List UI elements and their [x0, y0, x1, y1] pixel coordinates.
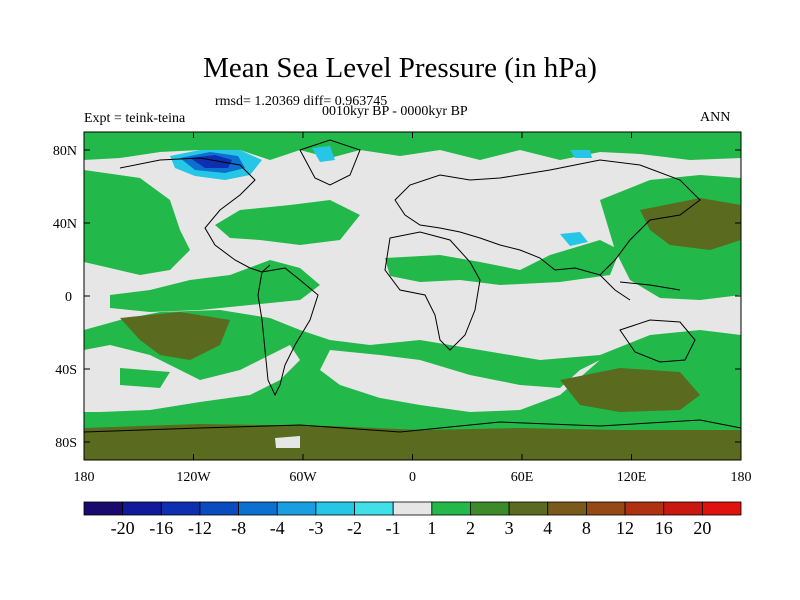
colorbar-label: 4	[543, 518, 553, 538]
lon-tick-label: 60W	[289, 470, 317, 485]
colorbar-label: -1	[385, 518, 401, 538]
colorbar-label: -8	[231, 518, 247, 538]
greenland-coast	[299, 139, 361, 186]
lon-tick-label: 180	[731, 470, 752, 485]
lon-tick-label: 180	[74, 470, 95, 485]
lon-tick-label: 120E	[617, 470, 647, 485]
colorbar-box	[663, 501, 703, 516]
colorbar-box	[122, 501, 162, 516]
satlantic-neutral	[320, 350, 600, 412]
maritime-continent-coast	[599, 274, 681, 301]
africa-coast	[384, 231, 481, 351]
lat-tick-label: 80N	[53, 144, 77, 159]
lat-tick-label: 80S	[55, 436, 77, 451]
north-america-coast	[119, 157, 271, 273]
colorbar-box	[354, 501, 394, 516]
spacific-neutral	[84, 345, 300, 412]
colorbar-label: 16	[654, 518, 673, 538]
chart-title: Mean Sea Level Pressure (in hPa)	[203, 52, 597, 84]
colorbar-box	[431, 501, 471, 516]
npacific-olive	[640, 198, 741, 250]
colorbar-label: -16	[149, 518, 174, 538]
colorbar-box	[276, 501, 317, 516]
tropical-green	[110, 260, 320, 312]
antarctica-coast	[84, 419, 741, 433]
natlantic-green	[215, 200, 360, 245]
colorbar-box	[83, 501, 124, 516]
eurasia-coast	[394, 159, 701, 276]
colorbar-box	[701, 501, 742, 516]
experiment-label: Expt = teink-teina	[84, 111, 186, 126]
lat-axis: 80N 40N 0 40S 80S	[53, 144, 741, 451]
greenland-cyan	[312, 146, 335, 162]
afro-asia-green	[385, 240, 620, 285]
colorbar-box	[586, 501, 626, 516]
lat-tick-label: 40S	[55, 363, 77, 378]
colorbar-box	[547, 501, 587, 516]
rmsd-diff-label: rmsd= 1.20369 diff= 0.963745	[215, 94, 388, 109]
colorbar-box	[238, 501, 278, 516]
lat-tick-label: 0	[65, 290, 72, 305]
coastlines	[84, 139, 741, 433]
colorbar-box	[160, 501, 201, 516]
colorbar-label: -4	[269, 518, 285, 538]
npacific-west-green	[84, 170, 190, 275]
colorbar-box	[392, 501, 433, 516]
antarctic-olive	[84, 424, 741, 460]
season-label: ANN	[700, 110, 731, 125]
australia-coast	[619, 319, 696, 363]
lat-tick-label: 40N	[53, 217, 77, 232]
sindian-olive	[560, 368, 700, 412]
colorbar-label: -12	[187, 518, 212, 538]
south-america-coast	[257, 267, 319, 397]
tibet-cyan	[560, 232, 588, 246]
colorbar-label: 2	[465, 518, 475, 538]
colorbar-label: -20	[110, 518, 135, 538]
colorbar-box	[199, 501, 239, 516]
colorbar-box	[315, 501, 355, 516]
lon-axis: 180 120W 60W 0 60E 120E 180	[74, 132, 752, 485]
colorbar-label: 3	[504, 518, 514, 538]
colorbar-label: -3	[308, 518, 324, 538]
lon-tick-label: 60E	[511, 470, 534, 485]
spacific-olive	[120, 312, 230, 360]
colorbar-box	[624, 501, 665, 516]
lon-tick-label: 0	[409, 470, 416, 485]
colorbar-label: 1	[427, 518, 437, 538]
antarctic-neutral-spot	[275, 436, 300, 448]
colorbar	[83, 501, 742, 516]
period-label: 0010kyr BP - 0000kyr BP	[322, 104, 468, 119]
colorbar-box	[508, 501, 549, 516]
colorbar-box	[470, 501, 510, 516]
colorbar-label: 8	[581, 518, 591, 538]
colorbar-label: 12	[616, 518, 635, 538]
siberia-cyan	[570, 150, 592, 158]
lon-tick-label: 120W	[176, 470, 211, 485]
colorbar-label: -2	[347, 518, 363, 538]
colorbar-label: 20	[693, 518, 712, 538]
pressure-field	[84, 132, 741, 460]
spacific-green-patch	[120, 368, 170, 388]
